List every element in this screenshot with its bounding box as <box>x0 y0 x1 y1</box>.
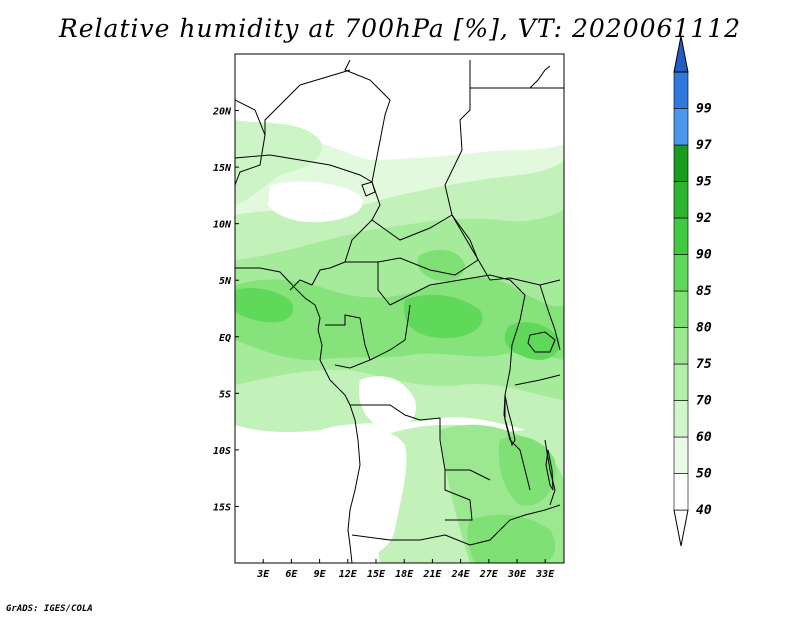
rh-dry-sahel <box>268 181 363 223</box>
colorbar-label: 85 <box>696 284 712 299</box>
lon-tick-label: 27E <box>479 569 499 580</box>
lon-tick-label: 6E <box>285 569 298 580</box>
lat-tick-label: 5S <box>219 389 231 400</box>
border-congo-drc <box>369 304 411 361</box>
colorbar-segment <box>673 217 689 255</box>
colorbar-segment <box>673 363 689 401</box>
colorbar-segment <box>673 436 689 474</box>
lon-tick-label: 9E <box>314 569 327 580</box>
colorbar-segment <box>673 400 689 438</box>
humidity-shading <box>235 60 564 563</box>
lake-chad <box>361 181 376 197</box>
lon-tick-label: 12E <box>339 569 358 580</box>
border-uganda-kenya <box>539 284 561 351</box>
latitude-axis: 20N 15N 10N 5N EQ 5S 10S 15S <box>212 107 239 513</box>
coast-sinai <box>529 65 551 89</box>
rh-core-west <box>235 288 294 323</box>
colorbar-label: 50 <box>696 467 712 482</box>
lat-tick-label: 10S <box>213 446 231 457</box>
colorbar-label: 60 <box>696 430 712 445</box>
plot-title: Relative humidity at 700hPa [%], VT: 202… <box>58 14 742 43</box>
colorbar-label: 95 <box>696 175 712 190</box>
lat-tick-label: EQ <box>219 333 231 344</box>
colorbar-segment <box>673 144 689 182</box>
border-tanzania <box>514 374 561 386</box>
border-libya-niger <box>299 69 351 86</box>
rh-core-center <box>404 294 483 339</box>
lon-tick-label: 24E <box>451 569 471 580</box>
longitude-axis: 3E 6E 9E 12E 15E 18E 21E 24E 27E 30E 33E <box>256 559 555 580</box>
colorbar-segment <box>673 71 689 109</box>
rh-dry-south <box>358 376 416 429</box>
rh-core-north <box>417 249 465 282</box>
lon-tick-label: 30E <box>507 569 527 580</box>
border-nigeria-niger <box>235 154 373 183</box>
coast-gabon-congo <box>329 379 361 563</box>
border-chad-cameroon <box>311 261 346 286</box>
border-west-coast-north <box>235 99 266 186</box>
colorbar-label: 75 <box>696 357 712 372</box>
colorbar: 40 50 60 70 75 80 85 90 92 95 97 99 <box>673 35 712 547</box>
grads-credit: GrADS: IGES/COLA <box>6 604 93 614</box>
border-zambia-south <box>444 504 561 546</box>
lon-tick-label: 21E <box>422 569 442 580</box>
rh-band-central-dark <box>235 277 564 361</box>
border-east-lakes <box>504 294 531 491</box>
colorbar-label: 90 <box>696 248 712 263</box>
border-car-south <box>377 257 479 276</box>
colorbar-segment <box>673 473 689 511</box>
rh-region-se-corner <box>467 514 556 563</box>
colorbar-label: 40 <box>696 503 712 518</box>
border-car-north <box>371 214 479 261</box>
rh-dry-angola <box>345 428 407 557</box>
border-angola-zambia <box>444 470 473 521</box>
colorbar-label: 97 <box>696 138 712 153</box>
colorbar-label: 92 <box>696 211 712 226</box>
rh-region-south-dark <box>498 436 556 506</box>
border-drc-north <box>389 274 526 306</box>
colorbar-segment <box>673 181 689 219</box>
border-car-west <box>345 261 391 306</box>
rh-dry-nw <box>235 60 564 160</box>
colorbar-segment <box>673 327 689 365</box>
lon-tick-label: 33E <box>535 569 555 580</box>
coast-gulf-guinea <box>235 267 331 381</box>
map-frame <box>234 53 565 564</box>
border-chad-sudan <box>444 60 471 216</box>
colorbar-segment <box>673 108 689 146</box>
lat-tick-label: 20N <box>212 107 232 118</box>
lat-tick-label: 15S <box>213 502 231 513</box>
colorbar-segment <box>673 254 689 292</box>
border-angola-namibia <box>351 534 446 541</box>
lon-tick-label: 15E <box>367 569 386 580</box>
colorbar-bottom-arrow <box>673 509 689 547</box>
country-borders <box>235 59 564 563</box>
lat-tick-label: 5N <box>219 276 232 287</box>
border-libya-chad <box>344 59 391 183</box>
colorbar-top-arrow <box>673 35 689 73</box>
colorbar-label: 80 <box>696 321 712 336</box>
colorbar-label: 99 <box>696 102 712 117</box>
lat-tick-label: 15N <box>213 163 232 174</box>
border-drc-angola <box>350 404 491 481</box>
border-south-sudan <box>451 214 561 286</box>
rh-region-west-light <box>235 120 322 205</box>
colorbar-label: 70 <box>696 394 712 409</box>
lake-victoria <box>527 331 556 353</box>
lake-tanganyika <box>503 394 516 447</box>
colorbar-segment <box>673 290 689 328</box>
border-gabon <box>325 314 371 369</box>
lon-tick-label: 3E <box>256 569 270 580</box>
lake-malawi <box>545 449 554 491</box>
lat-tick-label: 10N <box>213 220 232 231</box>
border-west-mali <box>264 84 301 135</box>
rh-core-east <box>504 322 560 360</box>
lon-tick-label: 18E <box>395 569 414 580</box>
